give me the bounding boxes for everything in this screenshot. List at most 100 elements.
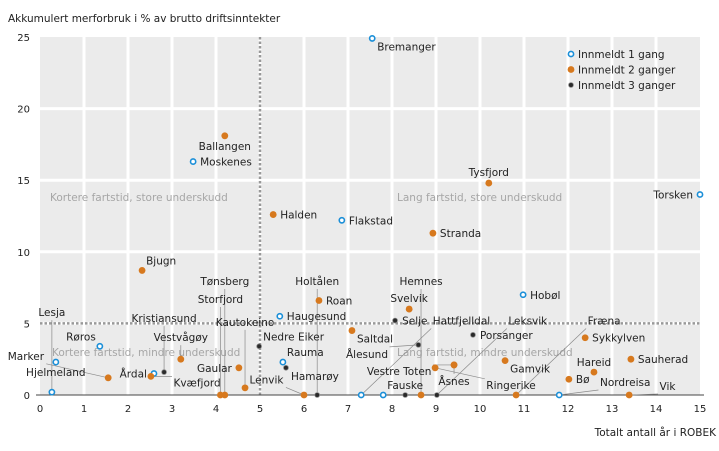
data-point <box>565 375 573 383</box>
x-axis-title: Totalt antall år i ROBEK <box>594 426 718 439</box>
data-points <box>48 35 704 399</box>
data-point <box>338 216 346 224</box>
x-tick-label: 7 <box>345 404 351 415</box>
data-point <box>417 391 425 399</box>
data-point <box>256 343 262 350</box>
data-point <box>283 364 289 371</box>
data-point-label: Hobøl <box>530 290 560 302</box>
legend-marker <box>567 50 575 58</box>
data-point-label: Vestre Toten <box>367 366 432 378</box>
data-point <box>627 355 635 363</box>
data-point <box>696 191 704 198</box>
data-point-label: Åsnes <box>438 375 469 388</box>
data-point-label: Flakstad <box>349 215 393 227</box>
label-leader-line <box>515 328 587 396</box>
plot-area <box>40 37 700 395</box>
x-tick-label: 10 <box>474 404 487 415</box>
label-leader-line <box>436 328 508 396</box>
data-point-label: Årdal <box>120 368 147 381</box>
data-point <box>512 391 520 399</box>
x-tick-label: 8 <box>389 404 395 415</box>
label-leader-line <box>559 389 599 396</box>
data-point <box>147 372 155 380</box>
data-point-label: Tysfjord <box>468 167 509 179</box>
data-point-label: Storfjord <box>198 294 243 306</box>
data-point-label: Sauherad <box>638 354 688 366</box>
data-point <box>519 291 527 299</box>
data-point-label: Halden <box>280 210 317 222</box>
data-point-label: Kautokeino <box>216 317 275 329</box>
data-point <box>221 132 229 140</box>
data-point <box>501 357 509 365</box>
legend-label: Innmeldt 1 gang <box>578 49 665 61</box>
data-point-label: Røros <box>66 331 96 343</box>
legend-label: Innmeldt 2 ganger <box>578 65 676 77</box>
data-point <box>348 327 356 334</box>
data-point <box>555 391 563 399</box>
label-leader-line <box>629 393 659 396</box>
x-tick-label: 5 <box>257 404 263 415</box>
label-leader-line <box>46 363 109 379</box>
data-point <box>177 355 185 363</box>
data-point-label: Gamvik <box>510 364 551 376</box>
data-point <box>48 388 56 396</box>
data-point-label: Bjugn <box>146 255 176 267</box>
data-point-label: Saltdal <box>357 334 393 346</box>
x-tick-label: 12 <box>562 404 575 415</box>
y-tick-label: 10 <box>17 248 30 259</box>
data-point <box>221 391 229 399</box>
data-point <box>138 267 146 274</box>
data-point <box>189 158 197 165</box>
data-point <box>429 229 437 237</box>
x-tick-label: 14 <box>650 404 663 415</box>
x-tick-label: 9 <box>433 404 439 415</box>
data-point <box>52 358 60 366</box>
data-point-label: Lenvik <box>250 374 285 386</box>
data-point-label: Porsanger <box>480 330 533 342</box>
data-point-label: Selje <box>402 316 427 328</box>
data-point <box>431 364 439 372</box>
data-point-label: Hjelmeland <box>26 367 86 379</box>
data-point <box>450 361 458 369</box>
data-point <box>161 369 167 375</box>
x-tick-label: 3 <box>169 404 175 415</box>
data-point-label: Nordreisa <box>600 377 650 389</box>
data-point <box>402 392 409 398</box>
data-point-label: Marker <box>8 351 45 363</box>
data-point-label: Ringerike <box>486 380 535 392</box>
quadrant-bottom-right: Lang fartstid, mindre underskudd <box>397 347 573 359</box>
data-point <box>96 342 104 350</box>
y-axis-title: Akkumulert merforbruk i % av brutto drif… <box>8 13 281 25</box>
data-point-label: Hemnes <box>399 276 442 288</box>
legend-marker <box>568 82 574 88</box>
y-tick-label: 5 <box>24 319 30 330</box>
data-point-label: Bø <box>576 374 590 386</box>
data-point <box>368 35 376 42</box>
x-tick-label: 6 <box>301 404 307 415</box>
legend-marker <box>567 66 575 73</box>
legend: Innmeldt 1 gang Innmeldt 2 ganger Innmeldt… <box>567 49 676 92</box>
quadrant-top-right: Lang fartstid, store underskudd <box>397 192 562 204</box>
data-point <box>470 332 476 338</box>
data-point <box>276 312 284 320</box>
data-point-label: Ballangen <box>199 141 251 153</box>
legend-label: Innmeldt 3 ganger <box>578 80 676 92</box>
data-point-label: Roan <box>326 295 352 307</box>
data-point <box>269 211 277 218</box>
x-tick-label: 13 <box>606 404 619 415</box>
data-point-label: Leksvik <box>508 316 548 328</box>
quadrant-bottom-left: Kortere fartstid, mindre underskudd <box>52 347 240 359</box>
data-point-label: Nedre Eiker <box>263 331 325 343</box>
data-point <box>300 391 308 399</box>
x-tick-label: 11 <box>518 404 531 415</box>
data-point <box>357 391 365 399</box>
data-point-label: Hattfjelldal <box>433 316 491 328</box>
x-tick-label: 2 <box>125 404 131 415</box>
data-point-label: Hareid <box>577 357 611 369</box>
x-tick-label: 4 <box>213 404 219 415</box>
data-point-label: Svelvik <box>390 293 428 305</box>
data-point-label: Kvæfjord <box>173 377 220 389</box>
data-point-label: Kristiansund <box>131 313 196 325</box>
x-tick-label: 1 <box>81 404 87 415</box>
